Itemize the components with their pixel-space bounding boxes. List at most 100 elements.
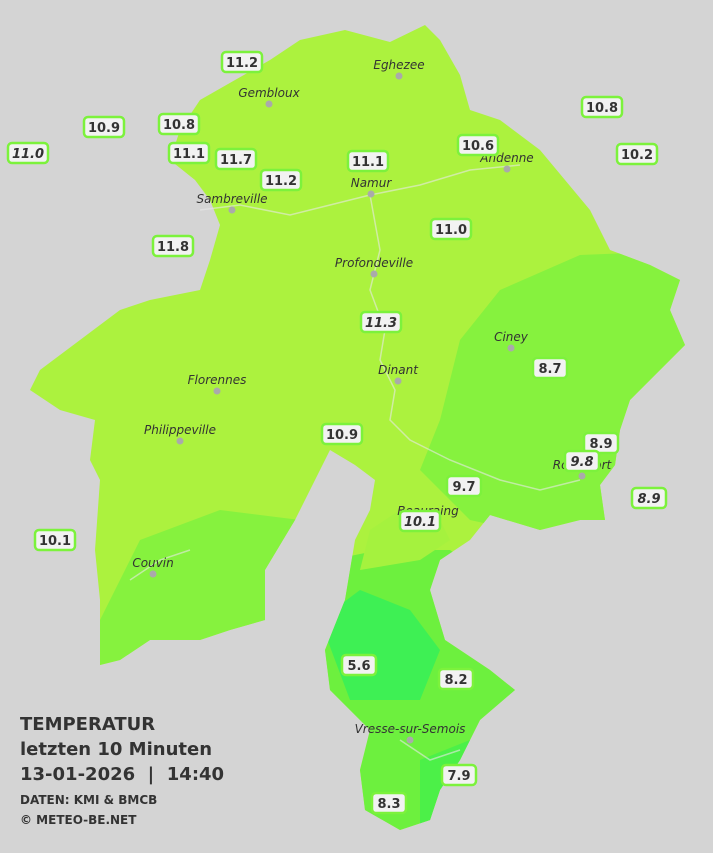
city-dot [578, 472, 586, 480]
station-box [346, 149, 390, 173]
station-value: 10.8 [163, 118, 195, 133]
station-box [82, 115, 126, 139]
station: 11.1 [346, 149, 390, 173]
city-label: Vresse-sur-Semois [355, 722, 466, 736]
station-value: 8.2 [444, 673, 467, 688]
station: 11.1 [167, 141, 211, 165]
station: 11.0 [429, 217, 473, 241]
station-box [429, 217, 473, 241]
station-value: 10.1 [39, 534, 71, 549]
city-dot [213, 387, 221, 395]
station-value: 10.9 [326, 428, 358, 443]
legend-timestamp: 13-01-2026 | 14:40 [20, 764, 224, 785]
station: 10.1 [33, 528, 77, 552]
station-box [615, 142, 659, 166]
legend-copyright: © METEO-BE.NET [20, 813, 137, 827]
city-label: Sambreville [196, 192, 267, 206]
city-label: Eghezee [373, 58, 424, 72]
station-value: 9.7 [452, 480, 475, 495]
station-value: 11.2 [265, 174, 297, 189]
station-value: 11.7 [220, 153, 252, 168]
city-label: Ciney [494, 330, 529, 344]
station-value: 7.9 [447, 769, 470, 784]
station-value: 8.9 [637, 492, 660, 507]
station-box [445, 474, 483, 498]
station: 10.1 [398, 509, 442, 533]
station-value: 11.3 [365, 316, 397, 331]
station-box [157, 112, 201, 136]
station-value: 11.1 [173, 147, 205, 162]
station-value: 8.7 [538, 362, 561, 377]
city-label: Gembloux [238, 86, 300, 100]
station-value: 11.8 [157, 240, 189, 255]
station-box [6, 141, 50, 165]
station-box [630, 486, 668, 510]
station-value: 11.0 [435, 223, 467, 238]
city-label: Profondeville [335, 256, 413, 270]
station: 11.2 [220, 50, 264, 74]
station-value: 11.2 [226, 56, 258, 71]
station: 9.8 [563, 449, 601, 473]
station-box [33, 528, 77, 552]
station: 10.6 [456, 133, 500, 157]
station-box [359, 310, 403, 334]
station-box [582, 431, 620, 455]
station-box [259, 168, 303, 192]
station: 11.2 [259, 168, 303, 192]
legend-title: TEMPERATUR [20, 714, 155, 735]
station: 8.3 [370, 791, 408, 815]
legend-subtitle: letzten 10 Minuten [20, 739, 212, 760]
station-box [220, 50, 264, 74]
station: 9.7 [445, 474, 483, 498]
station-box [151, 234, 195, 258]
station-value: 8.3 [377, 797, 400, 812]
legend-source: DATEN: KMI & BMCB [20, 793, 157, 807]
city-dot [176, 437, 184, 445]
station-box [214, 147, 258, 171]
station: 10.9 [82, 115, 126, 139]
city-dot [228, 206, 236, 214]
station-value: 10.2 [621, 148, 653, 163]
station-box [340, 653, 378, 677]
station: 11.7 [214, 147, 258, 171]
city-label: Philippeville [144, 423, 216, 437]
station-value: 10.9 [88, 121, 120, 136]
city-dot [367, 190, 375, 198]
station-box [437, 667, 475, 691]
station-value: 11.1 [352, 155, 384, 170]
station: 11.0 [6, 141, 50, 165]
station: 8.2 [437, 667, 475, 691]
city-dot [265, 100, 273, 108]
station: 11.8 [151, 234, 195, 258]
station-box [167, 141, 211, 165]
station-box [320, 422, 364, 446]
station: 8.9 [630, 486, 668, 510]
station-value: 10.6 [462, 139, 494, 154]
city-dot [370, 270, 378, 278]
city-dot [503, 165, 511, 173]
station: 10.8 [157, 112, 201, 136]
city-label: Namur [351, 176, 393, 190]
station-value: 10.8 [586, 101, 618, 116]
station-value: 5.6 [347, 659, 370, 674]
city-dot [394, 377, 402, 385]
station-box [563, 449, 601, 473]
station: 7.9 [440, 763, 478, 787]
station: 11.3 [359, 310, 403, 334]
station: 10.2 [615, 142, 659, 166]
city-label: Florennes [188, 373, 247, 387]
station: 8.9 [582, 431, 620, 455]
station-box [370, 791, 408, 815]
city-label: Dinant [378, 363, 419, 377]
station: 8.7 [531, 356, 569, 380]
city-label: Couvin [132, 556, 173, 570]
station-value: 11.0 [12, 147, 44, 162]
city-dot [406, 736, 414, 744]
city-dot [149, 570, 157, 578]
station-box [456, 133, 500, 157]
city-dot [507, 344, 515, 352]
station: 10.9 [320, 422, 364, 446]
rivers [129, 164, 581, 761]
station-value: 10.1 [404, 515, 436, 530]
